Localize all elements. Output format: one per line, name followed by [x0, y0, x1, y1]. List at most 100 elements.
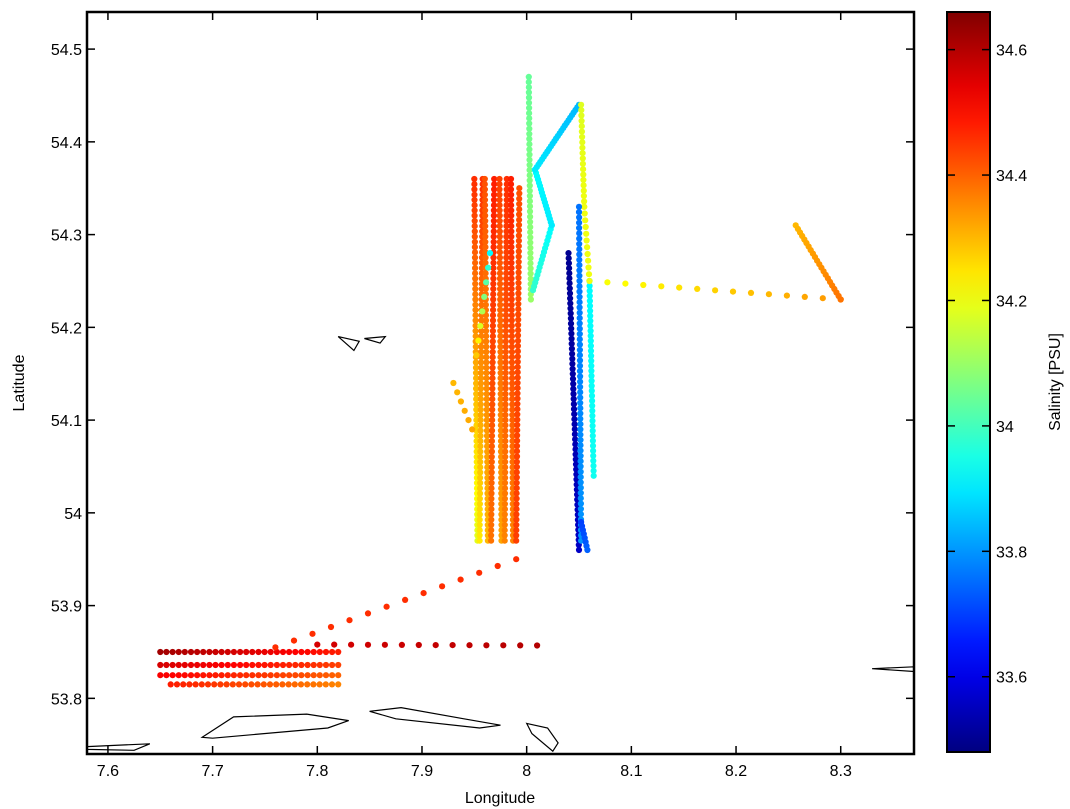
scatter-point: [481, 186, 488, 193]
scatter-point: [579, 144, 586, 151]
scatter-point: [508, 196, 515, 203]
scatter-point: [568, 340, 575, 347]
scatter-point: [157, 661, 164, 669]
scatter-point: [310, 661, 317, 669]
scatter-point: [508, 254, 515, 261]
scatter-point: [497, 333, 504, 340]
scatter-point: [483, 427, 491, 434]
scatter-point: [482, 244, 489, 251]
scatter-point: [292, 661, 299, 669]
scatter-point: [218, 672, 225, 679]
scatter-point: [329, 648, 336, 656]
scatter-point: [364, 610, 372, 617]
scatter-point: [508, 249, 515, 256]
scatter-point: [514, 342, 522, 350]
scatter-point: [489, 354, 496, 361]
scatter-point: [578, 101, 585, 108]
scatter-point: [224, 661, 231, 669]
scatter-point: [331, 641, 338, 648]
scatter-point: [502, 438, 509, 445]
scatter-point: [513, 521, 520, 529]
scatter-point: [514, 400, 521, 407]
scatter-point: [501, 527, 508, 534]
scatter-point: [471, 212, 478, 219]
scatter-point: [490, 285, 497, 293]
scatter-point: [514, 385, 521, 392]
scatter-point: [497, 317, 504, 324]
scatter-point: [581, 203, 588, 210]
scatter-point: [248, 681, 255, 688]
scatter-point: [527, 213, 534, 220]
scatter-point: [482, 254, 489, 261]
scatter-point: [402, 596, 409, 604]
scatter-point: [514, 427, 521, 434]
scatter-point: [586, 292, 593, 300]
scatter-point: [575, 203, 583, 210]
scatter-point: [526, 187, 533, 194]
scatter-point: [513, 527, 520, 534]
scatter-point: [526, 156, 533, 163]
scatter-point: [508, 202, 515, 209]
scatter-point: [572, 451, 579, 458]
scatter-point: [483, 322, 490, 329]
scatter-point: [507, 186, 515, 193]
scatter-point: [503, 275, 510, 282]
scatter-point: [298, 648, 305, 656]
scatter-point: [577, 489, 584, 497]
scatter-point: [237, 648, 244, 656]
scatter-point: [488, 427, 496, 434]
colorbar-tick-label: 34.6: [996, 43, 1027, 60]
x-axis-ticks: 7.6 7.7 7.8 7.9 8 8.1 8.2 8.3: [97, 12, 852, 780]
scatter-point: [502, 333, 509, 340]
scatter-point: [577, 426, 584, 433]
scatter-point: [527, 218, 534, 225]
scatter-point: [569, 365, 576, 372]
scatter-point: [304, 661, 311, 669]
scatter-point: [576, 277, 583, 285]
colorbar-tick-label: 34: [996, 419, 1014, 436]
scatter-point: [497, 438, 505, 445]
scatter-point: [516, 190, 523, 197]
scatter-point: [579, 155, 586, 162]
scatter-point: [502, 369, 509, 376]
scatter-point: [502, 390, 509, 397]
scatter-point: [580, 187, 587, 194]
scatter-point: [488, 448, 495, 455]
scatter-point: [471, 196, 478, 203]
scatter-point: [496, 275, 504, 282]
scatter-point: [243, 661, 250, 669]
scatter-point: [514, 411, 521, 418]
scatter-point: [224, 672, 231, 679]
scatter-point: [489, 333, 496, 340]
scatter-point: [576, 267, 583, 274]
scatter-point: [516, 195, 523, 202]
scatter-point: [472, 306, 479, 314]
scatter-point: [496, 196, 503, 203]
scatter-point: [604, 279, 611, 286]
scatter-point: [310, 681, 317, 688]
scatter-point: [497, 312, 504, 319]
scatter-point: [482, 228, 489, 235]
scatter-point: [200, 661, 207, 669]
scatter-point: [497, 417, 504, 424]
scatter-point: [515, 311, 522, 318]
scatter-point: [526, 130, 533, 137]
scatter-point: [473, 401, 480, 408]
scatter-point: [712, 287, 719, 294]
scatter-point: [516, 200, 523, 208]
scatter-point: [491, 181, 498, 188]
scatter-point: [694, 285, 701, 292]
scatter-point: [335, 681, 342, 688]
scatter-point: [515, 221, 523, 229]
scatter-point: [577, 468, 584, 475]
scatter-point: [472, 322, 479, 329]
scatter-point: [364, 641, 372, 648]
scatter-point: [489, 406, 496, 413]
scatter-point: [572, 436, 579, 443]
scatter-point: [577, 399, 584, 406]
scatter-point: [585, 271, 593, 278]
scatter-point: [335, 661, 342, 669]
scatter-point: [588, 372, 595, 379]
scatter-point: [286, 661, 293, 669]
